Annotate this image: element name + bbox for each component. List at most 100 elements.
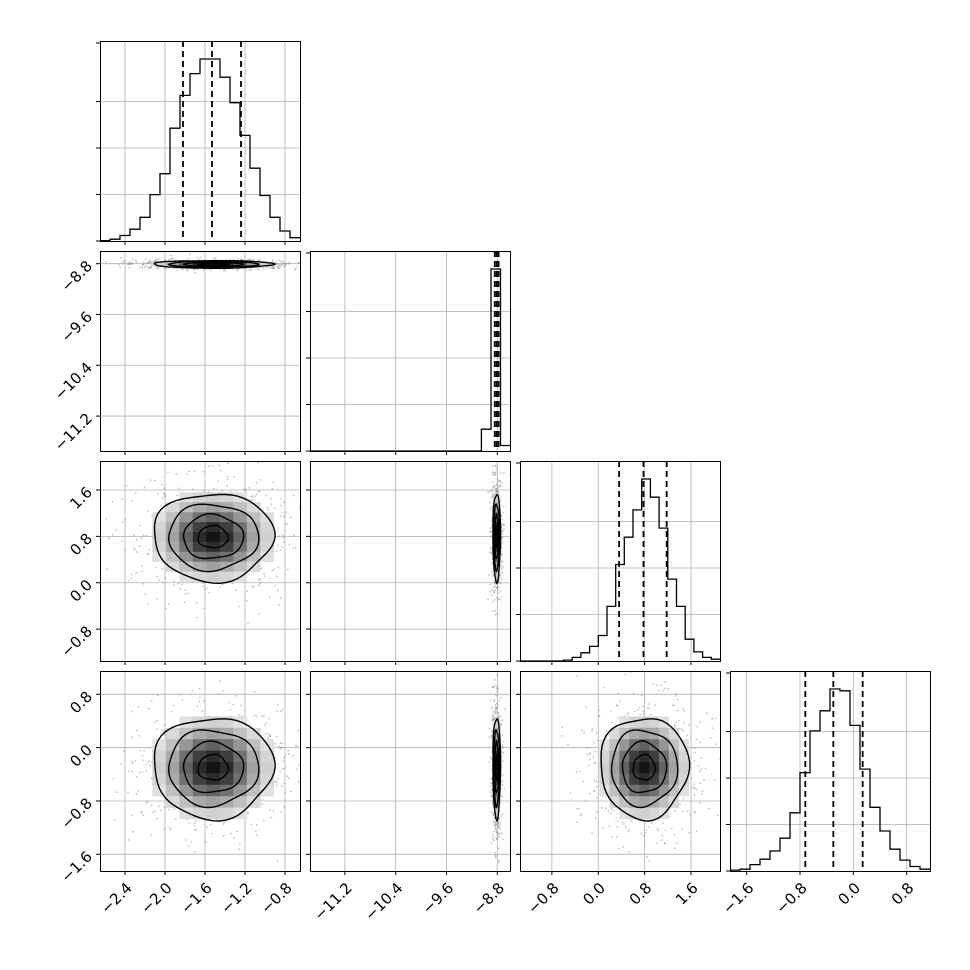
density-cell bbox=[206, 750, 221, 763]
scatter-point bbox=[586, 753, 589, 756]
scatter-point bbox=[649, 666, 651, 668]
scatter-point bbox=[686, 734, 689, 737]
scatter-point bbox=[715, 743, 717, 746]
scatter-point bbox=[209, 269, 212, 271]
density-cell bbox=[206, 522, 221, 533]
density-cell bbox=[192, 773, 207, 786]
scatter-point bbox=[317, 758, 319, 760]
scatter-point bbox=[621, 821, 623, 823]
axes-frame-2-2 bbox=[520, 461, 721, 662]
density-cell bbox=[495, 807, 499, 820]
scatter-point bbox=[501, 561, 504, 563]
density-cell bbox=[206, 762, 221, 774]
density-cell bbox=[165, 762, 180, 774]
scatter-point bbox=[265, 722, 267, 724]
scatter-point bbox=[494, 824, 496, 827]
scatter-point bbox=[147, 760, 150, 763]
density-cell bbox=[219, 750, 234, 763]
scatter-point bbox=[199, 256, 202, 259]
scatter-point bbox=[175, 473, 178, 475]
scatter-point bbox=[277, 745, 280, 748]
scatter-point bbox=[269, 577, 272, 579]
scatter-point bbox=[487, 598, 489, 601]
density-cell bbox=[206, 561, 221, 572]
scatter-point bbox=[500, 723, 503, 726]
scatter-point bbox=[276, 267, 279, 270]
scatter-point bbox=[501, 784, 504, 787]
scatter-point bbox=[248, 487, 251, 489]
contour-0 bbox=[632, 753, 657, 781]
y-tick-label: 0.0 bbox=[66, 741, 96, 771]
scatter-point bbox=[150, 700, 153, 702]
scatter-point bbox=[628, 851, 631, 854]
scatter-point bbox=[118, 263, 121, 266]
scatter-point bbox=[642, 705, 644, 708]
x-tick-label: 0.8 bbox=[888, 879, 918, 909]
scatter-point bbox=[495, 838, 498, 840]
scatter-point bbox=[624, 673, 627, 676]
density-cell bbox=[219, 773, 234, 786]
scatter-point bbox=[576, 675, 579, 677]
scatter-point bbox=[269, 734, 272, 737]
contour-2 bbox=[168, 503, 260, 573]
density-cell bbox=[219, 571, 234, 582]
scatter-point bbox=[319, 766, 321, 768]
contour-0 bbox=[197, 753, 230, 781]
scatter-point bbox=[147, 602, 150, 605]
axes-frame-1-2 bbox=[310, 461, 511, 662]
density-cell bbox=[492, 727, 496, 740]
scatter-point bbox=[256, 823, 258, 826]
scatter-point bbox=[277, 544, 279, 547]
density-cell bbox=[619, 762, 630, 774]
scatter-point bbox=[98, 484, 100, 486]
y-tick-label: −8.8 bbox=[58, 257, 96, 295]
scatter-point bbox=[687, 724, 690, 727]
density-cell bbox=[649, 739, 660, 751]
scatter-point bbox=[247, 622, 249, 625]
scatter-point bbox=[93, 797, 95, 799]
scatter-point bbox=[307, 265, 309, 267]
scatter-point bbox=[500, 787, 503, 790]
scatter-point bbox=[496, 694, 499, 697]
density-cell bbox=[192, 796, 207, 808]
scatter-point bbox=[232, 704, 235, 706]
scatter-point bbox=[693, 810, 696, 813]
scatter-point bbox=[279, 504, 282, 507]
scatter-point bbox=[501, 780, 504, 783]
scatter-point bbox=[603, 686, 606, 689]
scatter-point bbox=[491, 706, 494, 708]
scatter-point bbox=[596, 739, 599, 742]
scatter-point bbox=[188, 822, 191, 825]
scatter-point bbox=[124, 261, 126, 264]
scatter-point bbox=[154, 259, 157, 262]
scatter-point bbox=[268, 735, 270, 738]
scatter-point bbox=[591, 832, 593, 834]
scatter-point bbox=[499, 724, 502, 727]
scatter-point bbox=[492, 720, 495, 723]
scatter-point bbox=[700, 757, 703, 759]
density-cell bbox=[192, 492, 207, 503]
scatter-point bbox=[208, 465, 210, 468]
scatter-point bbox=[209, 823, 212, 826]
scatter-point bbox=[163, 487, 166, 490]
scatter-point bbox=[276, 589, 279, 592]
scatter-point bbox=[642, 834, 645, 837]
density-cell bbox=[629, 762, 640, 774]
x-tick-label: −10.4 bbox=[361, 879, 406, 924]
density-cell bbox=[152, 739, 167, 751]
scatter-point bbox=[167, 808, 170, 811]
scatter-point bbox=[192, 268, 195, 271]
scatter-point bbox=[127, 579, 130, 582]
scatter-point bbox=[714, 717, 717, 720]
scatter-point bbox=[108, 537, 110, 540]
density-cell bbox=[629, 784, 640, 797]
scatter-point bbox=[492, 715, 494, 718]
scatter-point bbox=[501, 751, 504, 753]
scatter-point bbox=[498, 826, 500, 828]
scatter-point bbox=[676, 698, 679, 701]
scatter-point bbox=[489, 527, 492, 529]
scatter-point bbox=[500, 832, 503, 834]
scatter-point bbox=[293, 534, 296, 536]
scatter-point bbox=[280, 710, 282, 713]
histogram-3 bbox=[730, 688, 930, 871]
